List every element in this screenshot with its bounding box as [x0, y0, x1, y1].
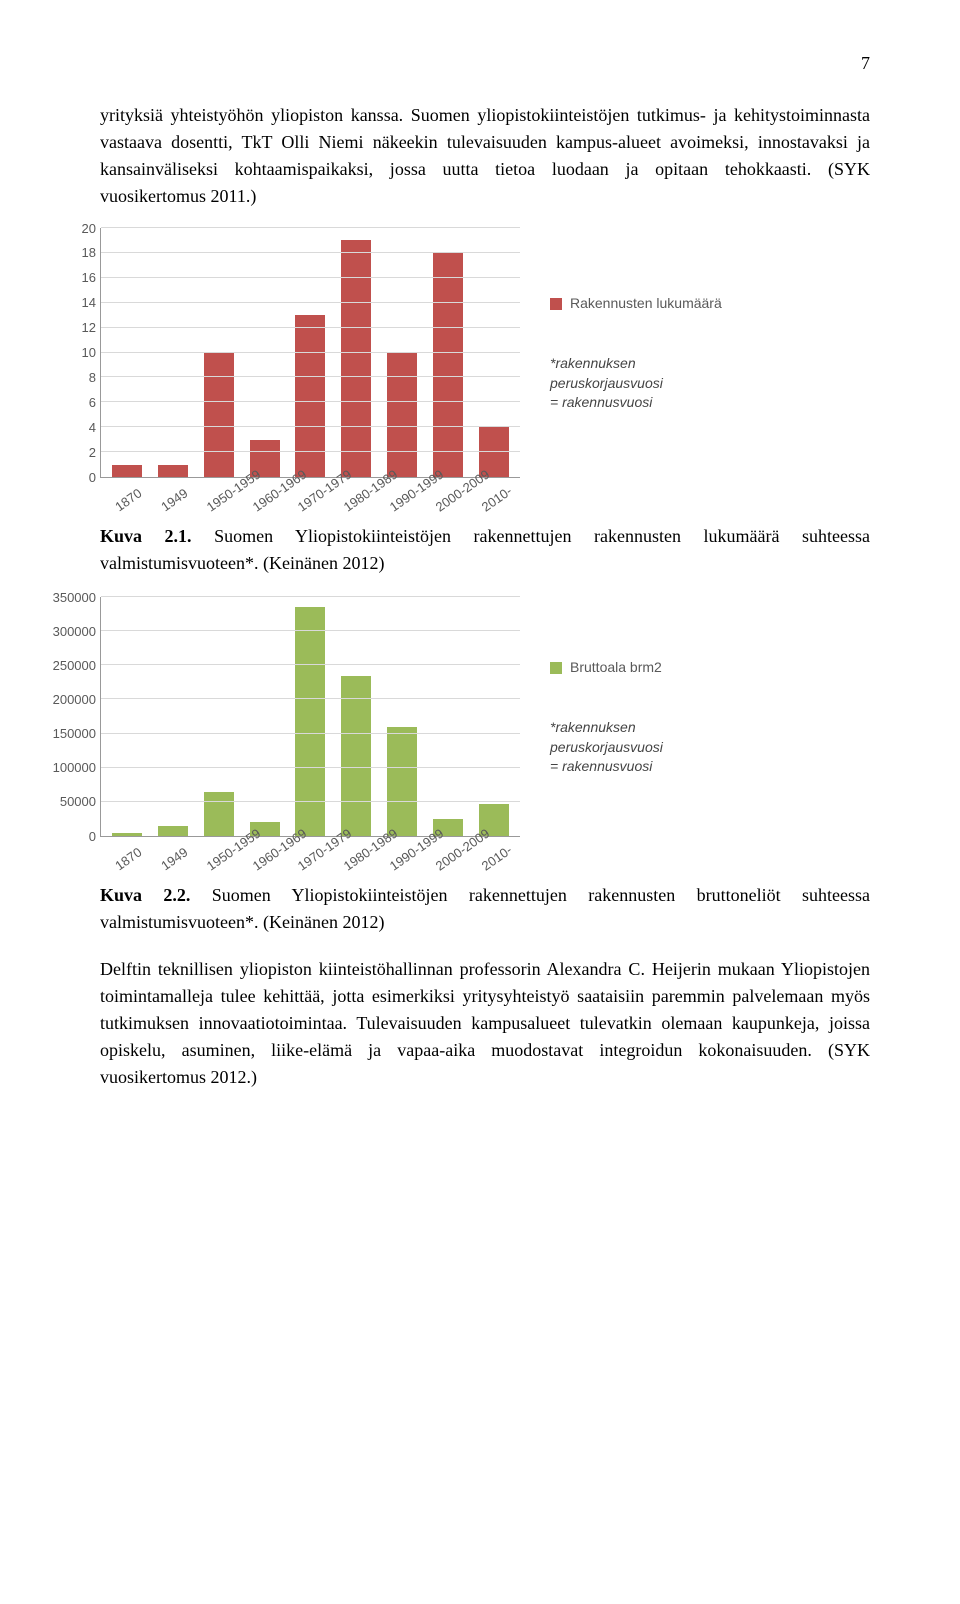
bar: [295, 315, 325, 477]
x-tick-label: 1980-1989: [340, 842, 376, 875]
grid-line: [101, 327, 520, 328]
bar: [204, 353, 234, 478]
x-tick-label: 1949: [156, 842, 192, 875]
grid-line: [101, 227, 520, 228]
grid-line: [101, 277, 520, 278]
bar: [112, 465, 142, 477]
chart-2-y-labels: 0500001000001500002000002500003000003500…: [41, 597, 96, 836]
x-tick-label: 1970-1979: [294, 483, 330, 516]
caption-2-bold: Kuva 2.2.: [100, 885, 190, 905]
x-tick-label: 1870: [111, 483, 147, 516]
grid-line: [101, 352, 520, 353]
x-tick-label: 1980-1989: [340, 483, 376, 516]
caption-1: Kuva 2.1. Suomen Yliopistokiinteistöjen …: [100, 523, 870, 577]
grid-line: [101, 733, 520, 734]
grid-line: [101, 801, 520, 802]
y-tick-label: 8: [61, 368, 96, 388]
chart-2-plot: 0500001000001500002000002500003000003500…: [100, 597, 520, 837]
grid-line: [101, 426, 520, 427]
y-tick-label: 16: [61, 268, 96, 288]
chart-2-legend: Bruttoala brm2 *rakennuksen peruskorjaus…: [550, 657, 663, 777]
x-tick-label: 1990-1999: [386, 483, 422, 516]
y-tick-label: 4: [61, 417, 96, 437]
chart-2-legend-label: Bruttoala brm2: [570, 657, 662, 678]
grid-line: [101, 451, 520, 452]
chart-1-y-labels: 02468101214161820: [61, 228, 96, 477]
x-tick-label: 1870: [111, 842, 147, 875]
y-tick-label: 6: [61, 393, 96, 413]
chart-1: 02468101214161820 187019491950-19591960-…: [100, 228, 520, 478]
y-tick-label: 10: [61, 343, 96, 363]
y-tick-label: 300000: [41, 621, 96, 641]
caption-2-text: Suomen Yliopistokiinteistöjen rakennettu…: [100, 885, 870, 932]
x-tick-label: 1960-1969: [248, 483, 284, 516]
bar: [387, 727, 417, 836]
chart-1-bars: [101, 228, 520, 477]
chart-1-note: *rakennuksen peruskorjausvuosi = rakennu…: [550, 354, 722, 413]
bar: [433, 253, 463, 477]
x-tick-label: 1950-1959: [202, 483, 238, 516]
chart-2-x-labels: 187019491950-19591960-19691970-19791980-…: [101, 836, 520, 856]
y-tick-label: 12: [61, 318, 96, 338]
y-tick-label: 0: [41, 826, 96, 846]
grid-line: [101, 630, 520, 631]
y-tick-label: 50000: [41, 792, 96, 812]
x-tick-label: 1970-1979: [294, 842, 330, 875]
y-tick-label: 0: [61, 467, 96, 487]
bar: [158, 826, 188, 836]
page-number: 7: [100, 50, 870, 77]
y-tick-label: 2: [61, 442, 96, 462]
chart-1-container: 02468101214161820 187019491950-19591960-…: [100, 228, 870, 478]
x-tick-label: 2010-: [478, 483, 514, 516]
x-tick-label: 2010-: [478, 842, 514, 875]
bar: [387, 353, 417, 478]
caption-1-bold: Kuva 2.1.: [100, 526, 192, 546]
y-tick-label: 250000: [41, 656, 96, 676]
chart-2-legend-swatch: [550, 662, 562, 674]
chart-2-container: 0500001000001500002000002500003000003500…: [100, 597, 870, 837]
paragraph-2: Delftin teknillisen yliopiston kiinteist…: [100, 956, 870, 1091]
x-tick-label: 1950-1959: [202, 842, 238, 875]
grid-line: [101, 767, 520, 768]
chart-1-plot: 02468101214161820 187019491950-19591960-…: [100, 228, 520, 478]
x-tick-label: 1960-1969: [248, 842, 284, 875]
y-tick-label: 14: [61, 293, 96, 313]
grid-line: [101, 376, 520, 377]
grid-line: [101, 302, 520, 303]
bar: [204, 792, 234, 836]
y-tick-label: 20: [61, 218, 96, 238]
grid-line: [101, 698, 520, 699]
caption-1-text: Suomen Yliopistokiinteistöjen rakennettu…: [100, 526, 870, 573]
y-tick-label: 200000: [41, 690, 96, 710]
chart-2-note: *rakennuksen peruskorjausvuosi = rakennu…: [550, 718, 663, 777]
chart-1-x-labels: 187019491950-19591960-19691970-19791980-…: [101, 477, 520, 497]
y-tick-label: 100000: [41, 758, 96, 778]
chart-2-legend-item: Bruttoala brm2: [550, 657, 663, 678]
y-tick-label: 18: [61, 243, 96, 263]
chart-1-legend-label: Rakennusten lukumäärä: [570, 293, 722, 314]
chart-1-legend-item: Rakennusten lukumäärä: [550, 293, 722, 314]
chart-1-legend-swatch: [550, 298, 562, 310]
x-tick-label: 2000-2009: [432, 483, 468, 516]
grid-line: [101, 664, 520, 665]
caption-2: Kuva 2.2. Suomen Yliopistokiinteistöjen …: [100, 882, 870, 936]
grid-line: [101, 252, 520, 253]
x-tick-label: 1990-1999: [386, 842, 422, 875]
bar: [341, 676, 371, 836]
y-tick-label: 150000: [41, 724, 96, 744]
x-tick-label: 1949: [156, 483, 192, 516]
y-tick-label: 350000: [41, 587, 96, 607]
chart-1-legend: Rakennusten lukumäärä *rakennuksen perus…: [550, 293, 722, 413]
paragraph-1: yrityksiä yhteistyöhön yliopiston kanssa…: [100, 102, 870, 210]
grid-line: [101, 401, 520, 402]
chart-2: 0500001000001500002000002500003000003500…: [100, 597, 520, 837]
grid-line: [101, 596, 520, 597]
bar: [158, 465, 188, 477]
x-tick-label: 2000-2009: [432, 842, 468, 875]
